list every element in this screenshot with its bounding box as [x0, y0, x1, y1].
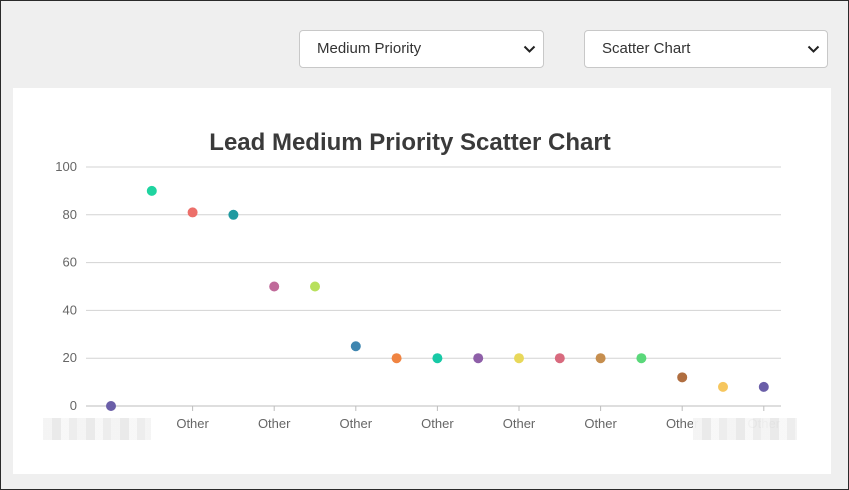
- data-point[interactable]: [228, 209, 239, 220]
- data-point[interactable]: [391, 353, 402, 364]
- grid-lines: [86, 166, 781, 407]
- chart-panel: Lead Medium Priority Scatter Chart 0 20 40…: [13, 88, 831, 474]
- priority-select-value: Medium Priority: [317, 40, 422, 57]
- data-point[interactable]: [473, 353, 484, 364]
- x-tick-label: Other: [258, 416, 291, 431]
- x-tick-label: Other: [666, 416, 699, 431]
- y-tick-label: 60: [63, 255, 77, 270]
- y-tick-label: 100: [55, 159, 77, 174]
- data-point[interactable]: [636, 353, 647, 364]
- redacted-label-left: [43, 418, 151, 440]
- chart-type-select[interactable]: Scatter Chart: [584, 30, 828, 68]
- data-point[interactable]: [187, 207, 198, 218]
- chart-title: Lead Medium Priority Scatter Chart: [209, 129, 610, 156]
- data-point[interactable]: [758, 381, 769, 392]
- data-point[interactable]: [310, 281, 320, 292]
- y-tick-label: 40: [63, 302, 77, 317]
- data-point[interactable]: [677, 372, 688, 383]
- x-tick-label: Other: [176, 416, 209, 431]
- chart-type-select-value: Scatter Chart: [602, 40, 691, 57]
- chevron-down-icon: [523, 45, 536, 53]
- data-point[interactable]: [432, 353, 443, 364]
- x-axis-ticks: OtherOtherOtherOtherOtherOtherOtherOther: [110, 406, 781, 431]
- x-tick-label: Other: [340, 416, 373, 431]
- data-point[interactable]: [514, 353, 524, 364]
- chevron-down-icon: [807, 45, 820, 53]
- data-points: [106, 185, 769, 411]
- x-tick-label: Other: [503, 416, 536, 431]
- x-tick-label: Other: [584, 416, 617, 431]
- x-tick-label: Other: [421, 416, 454, 431]
- data-point[interactable]: [106, 401, 116, 411]
- data-point[interactable]: [146, 185, 157, 196]
- y-tick-label: 20: [63, 350, 77, 365]
- data-point[interactable]: [350, 341, 361, 352]
- scatter-chart: Lead Medium Priority Scatter Chart 0 20 40…: [55, 129, 781, 431]
- priority-select[interactable]: Medium Priority: [299, 30, 544, 68]
- y-axis-ticks: 0 20 40 60 80 100: [55, 159, 77, 413]
- y-tick-label: 80: [63, 207, 77, 222]
- redacted-label-right: [693, 418, 797, 440]
- data-point[interactable]: [718, 381, 728, 392]
- data-point[interactable]: [595, 353, 606, 364]
- data-point[interactable]: [554, 353, 565, 364]
- data-point[interactable]: [269, 281, 280, 292]
- y-tick-label: 0: [70, 398, 77, 413]
